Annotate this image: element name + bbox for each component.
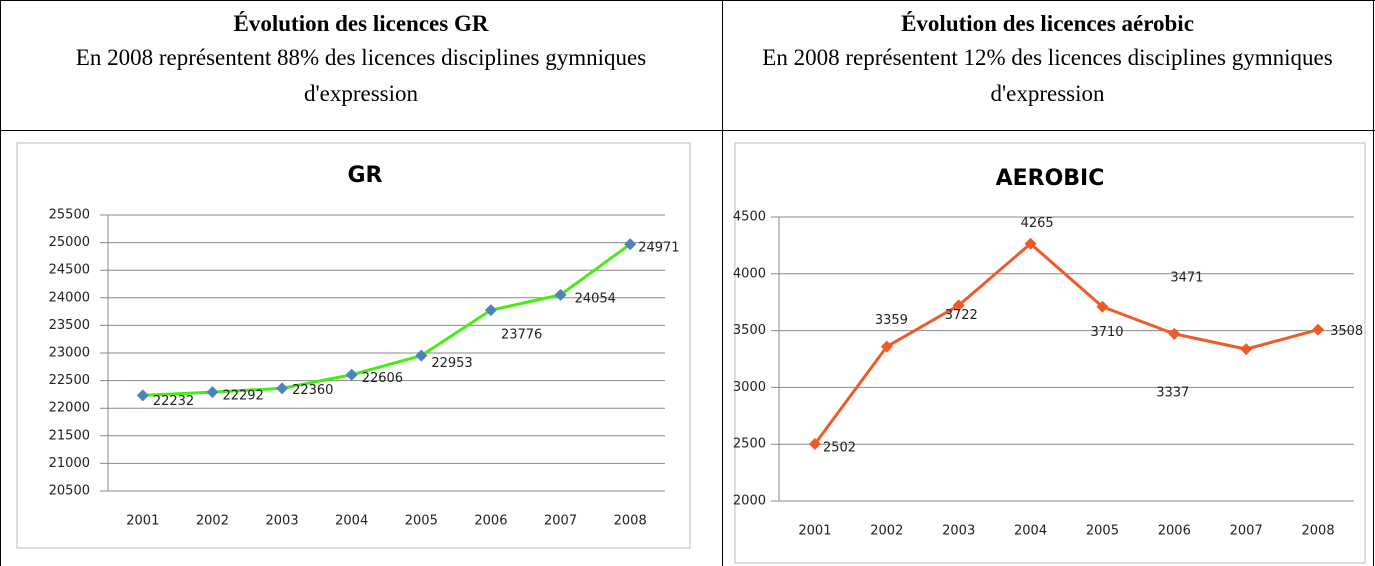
data-label: 24971	[638, 241, 679, 256]
border	[0, 130, 1375, 131]
data-label: 3337	[1156, 386, 1189, 401]
data-marker	[206, 386, 219, 399]
data-marker	[880, 340, 893, 353]
y-tick-label: 24500	[49, 263, 90, 278]
y-tick-label: 25000	[49, 235, 90, 250]
data-marker	[136, 389, 149, 402]
data-label: 22232	[153, 394, 194, 409]
y-tick-label: 2500	[733, 437, 766, 452]
data-label: 24054	[575, 291, 616, 306]
chart-title: AEROBIC	[996, 166, 1105, 191]
chart-title: GR	[348, 163, 383, 188]
data-label: 3722	[945, 308, 978, 323]
y-tick-label: 4000	[733, 266, 766, 281]
y-tick-label: 2000	[733, 494, 766, 509]
data-label: 3710	[1090, 325, 1123, 340]
data-marker	[952, 299, 965, 312]
x-tick-label: 2001	[798, 524, 831, 539]
border	[0, 0, 1375, 1]
y-tick-label: 23500	[49, 318, 90, 333]
x-tick-label: 2004	[335, 514, 368, 529]
data-label: 22606	[362, 371, 403, 386]
x-tick-label: 2002	[870, 524, 903, 539]
y-tick-label: 22500	[49, 373, 90, 388]
header-cell: Évolution des licences GR En 2008 représ…	[0, 8, 722, 112]
y-tick-label: 3000	[733, 380, 766, 395]
header-subtitle: En 2008 représentent 88% des licences di…	[75, 45, 647, 106]
data-marker	[1168, 327, 1181, 340]
chart-frame	[16, 142, 691, 549]
x-tick-label: 2007	[1230, 524, 1263, 539]
data-label: 3471	[1170, 270, 1203, 285]
y-tick-label: 4500	[733, 210, 766, 225]
data-label: 22953	[431, 356, 472, 371]
x-tick-label: 2008	[1302, 524, 1335, 539]
data-marker	[1024, 237, 1037, 250]
chart-frame	[734, 142, 1366, 564]
data-label: 2502	[823, 440, 856, 455]
x-tick-label: 2006	[474, 514, 507, 529]
border	[0, 0, 1, 566]
header-title: Évolution des licences aérobic	[901, 11, 1194, 36]
data-marker	[1240, 343, 1253, 356]
data-label: 23776	[501, 328, 542, 343]
y-tick-label: 21000	[49, 456, 90, 471]
y-tick-label: 22000	[49, 401, 90, 416]
data-marker	[345, 368, 358, 381]
x-tick-label: 2004	[1014, 524, 1047, 539]
data-marker	[1312, 323, 1325, 336]
data-marker	[484, 304, 497, 317]
y-tick-label: 3500	[733, 323, 766, 338]
data-label: 3359	[875, 313, 908, 328]
y-tick-label: 23000	[49, 346, 90, 361]
y-tick-label: 25500	[49, 208, 90, 223]
x-tick-label: 2006	[1158, 524, 1191, 539]
border	[722, 0, 723, 566]
data-label: 22360	[292, 383, 333, 398]
x-tick-label: 2008	[614, 514, 647, 529]
y-tick-label: 24000	[49, 290, 90, 305]
x-tick-label: 2002	[196, 514, 229, 529]
data-label: 22292	[222, 389, 263, 404]
data-line	[813, 242, 1319, 445]
x-tick-label: 2003	[942, 524, 975, 539]
data-label: 3508	[1330, 324, 1363, 339]
data-label: 4265	[1021, 216, 1054, 231]
x-tick-label: 2005	[405, 514, 438, 529]
data-line	[142, 242, 632, 397]
header-cell: Évolution des licences aérobic En 2008 r…	[722, 8, 1373, 112]
border	[1373, 0, 1374, 566]
header-subtitle: En 2008 représentent 12% des licences di…	[762, 45, 1333, 106]
data-marker	[1096, 300, 1109, 313]
data-marker	[554, 288, 567, 301]
y-tick-label: 21500	[49, 428, 90, 443]
x-tick-label: 2007	[544, 514, 577, 529]
data-marker	[415, 349, 428, 362]
data-marker	[624, 238, 637, 251]
x-tick-label: 2005	[1086, 524, 1119, 539]
y-tick-label: 20500	[49, 484, 90, 499]
data-marker	[276, 382, 289, 395]
data-marker	[808, 437, 821, 450]
header-title: Évolution des licences GR	[233, 11, 489, 36]
x-tick-label: 2003	[266, 514, 299, 529]
x-tick-label: 2001	[126, 514, 159, 529]
